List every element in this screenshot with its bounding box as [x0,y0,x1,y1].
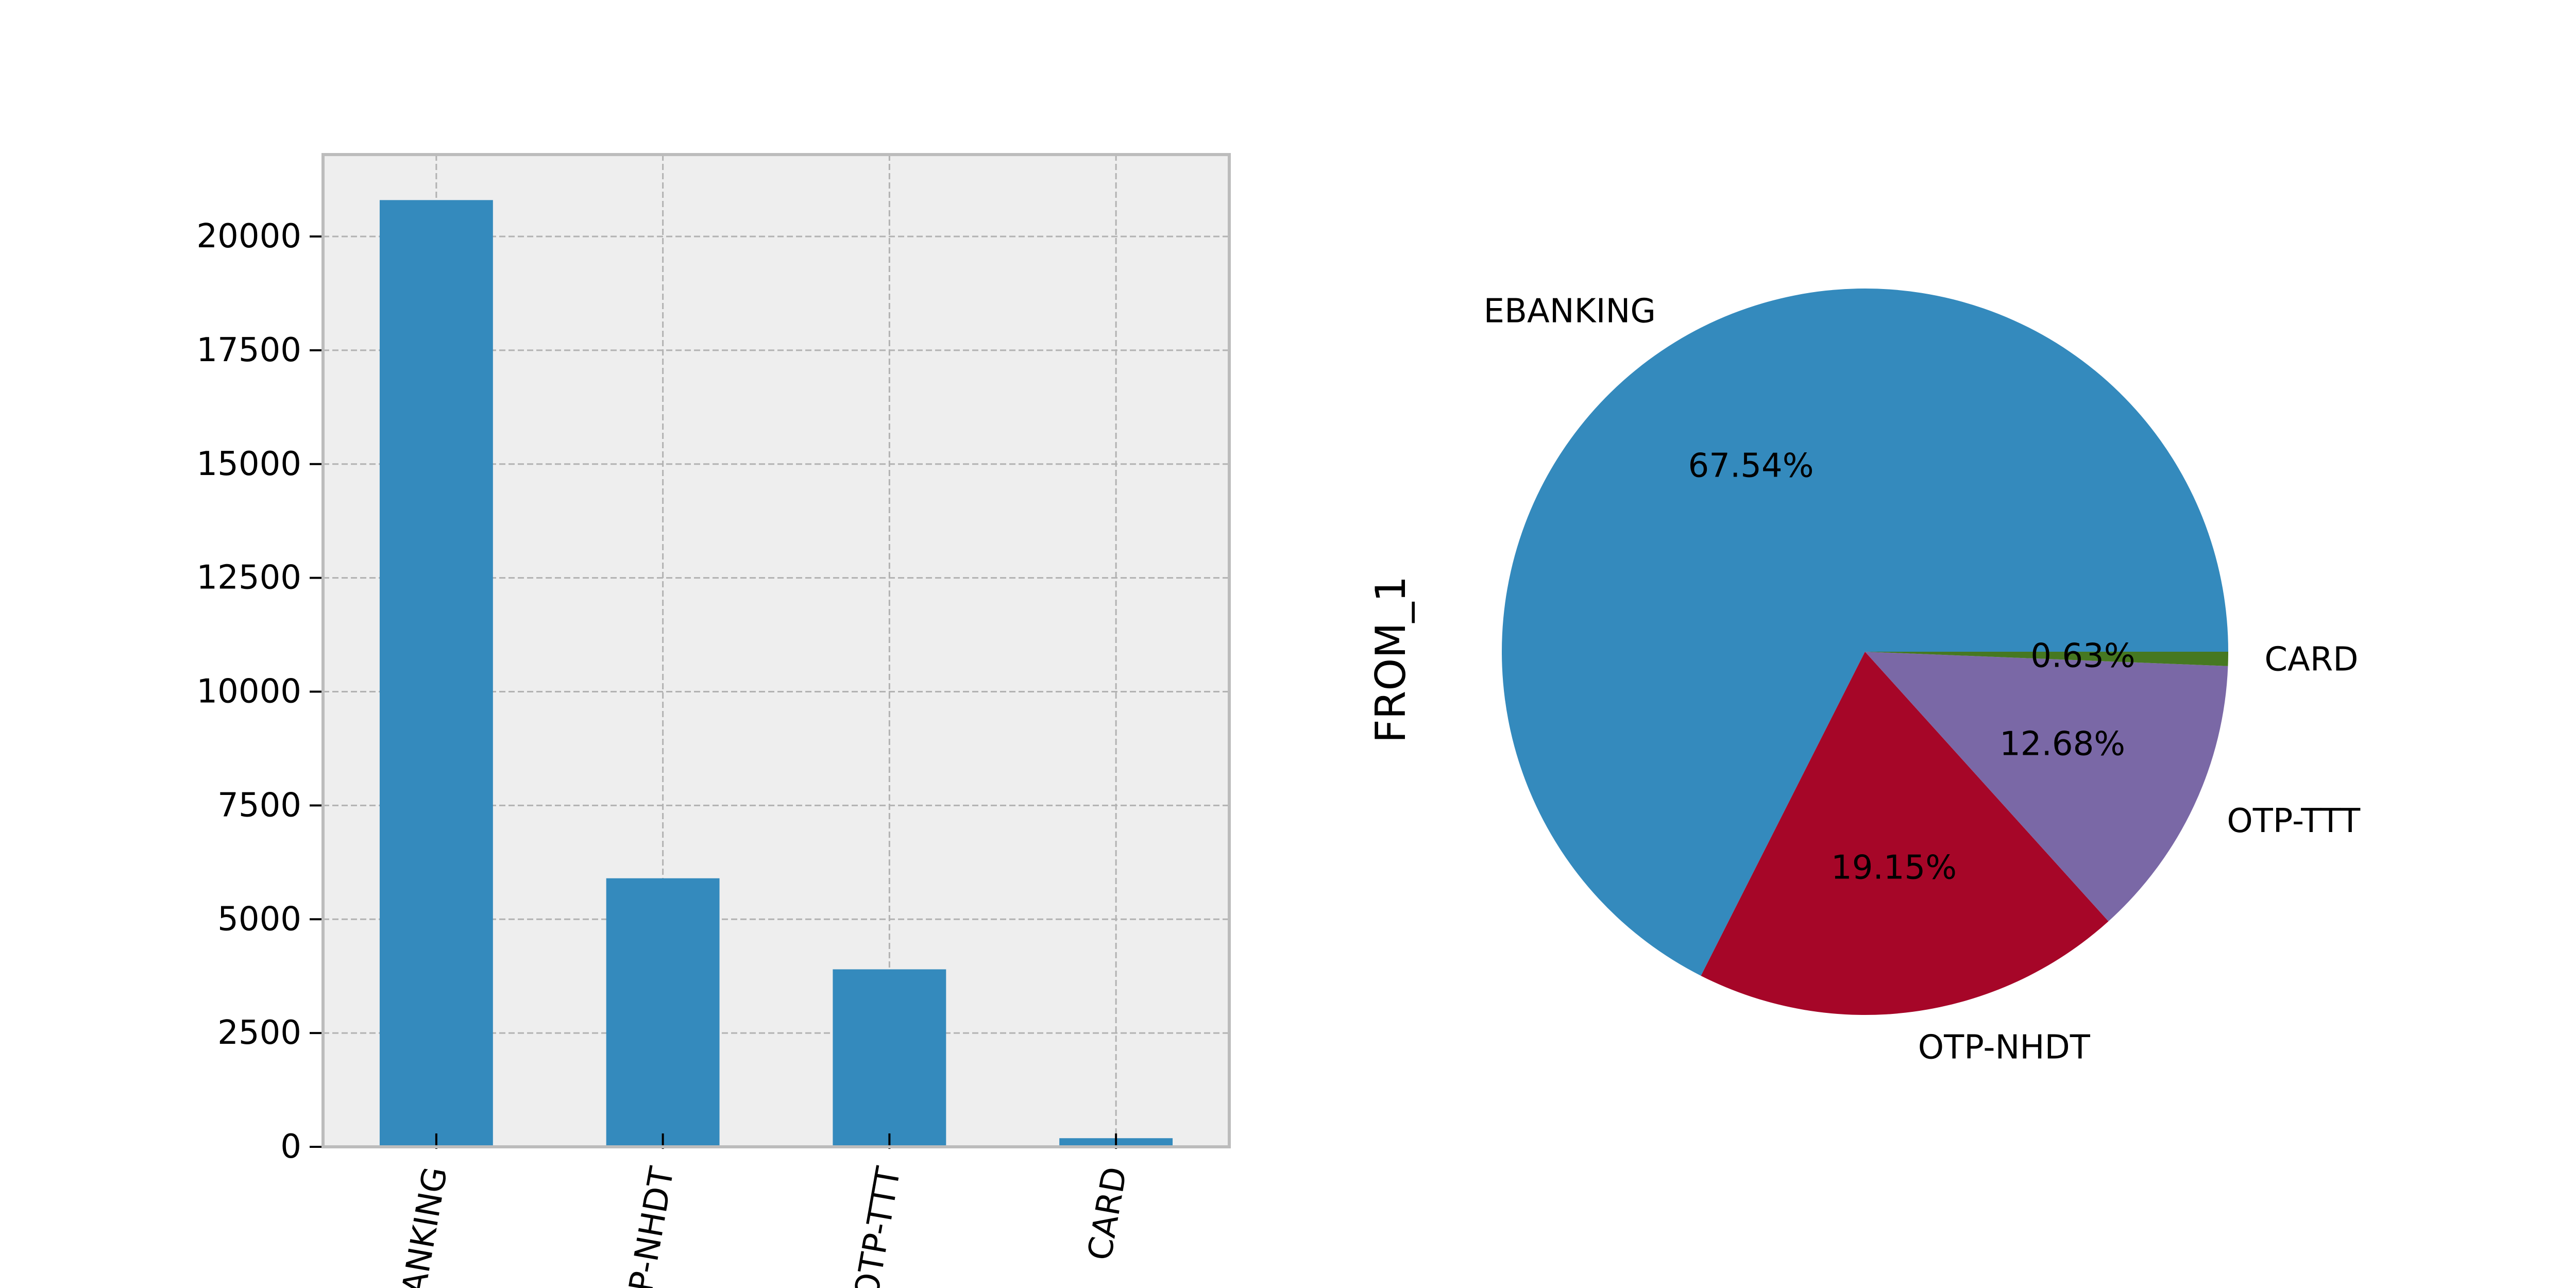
bar-frame [321,153,1231,1148]
pie-labels: EBANKING 67.54% OTP-NHDT 19.15% OTP-TTT 12.68… [1484,292,2361,1066]
y-tick-label: 20000 [196,217,301,256]
pie-label-ebanking: EBANKING [1484,292,1656,330]
pie-slice-otp-nhdt [1701,652,2109,1015]
pie-slice-otp-ttt [1865,652,2228,922]
pie-label-otp-nhdt: OTP-NHDT [1918,1029,2091,1067]
y-tick-label: 17500 [196,331,301,369]
y-tick-label: 5000 [217,900,301,938]
bar-bars [379,200,1173,1147]
bar-otp-nhdt [606,878,720,1147]
bar-chart: 0 2500 5000 7500 10000 12500 15000 17500 20000 EB… [196,153,1231,1288]
y-tick-label: 10000 [196,673,301,711]
pie-chart: FROM_1 EBANKING 67.54% OTP-NHDT 19.15% OTP-T… [1367,289,2361,1067]
pie-percent-card: 0.63% [2030,637,2135,675]
y-tick-label: 0 [280,1128,301,1166]
bar-ebanking [379,200,493,1147]
pie-ylabel: FROM_1 [1367,576,1415,743]
x-tick-label-card: CARD [1081,1164,1135,1263]
y-tick-label: 12500 [196,559,301,597]
pie-percent-otp-ttt: 12.68% [1999,725,2125,763]
pie-percent-ebanking: 67.54% [1688,447,1814,485]
pie-slice-ebanking [1502,289,2228,976]
x-tick-label-otp-ttt: OTP-TTT [848,1164,908,1288]
pie-slices [1502,289,2228,1015]
pie-slice-card [1865,652,2228,666]
y-tick-label: 7500 [217,786,301,824]
pie-percent-otp-nhdt: 19.15% [1831,849,1957,887]
bar-otp-ttt [833,969,946,1147]
pie-label-card: CARD [2264,640,2358,679]
x-tick-label-otp-nhdt: OTP-NHDT [614,1164,682,1288]
x-tick-label-ebanking: EBANKING [387,1164,455,1288]
y-tick-label: 2500 [217,1014,301,1052]
pie-label-otp-ttt: OTP-TTT [2227,802,2361,840]
y-tick-label: 15000 [196,445,301,483]
